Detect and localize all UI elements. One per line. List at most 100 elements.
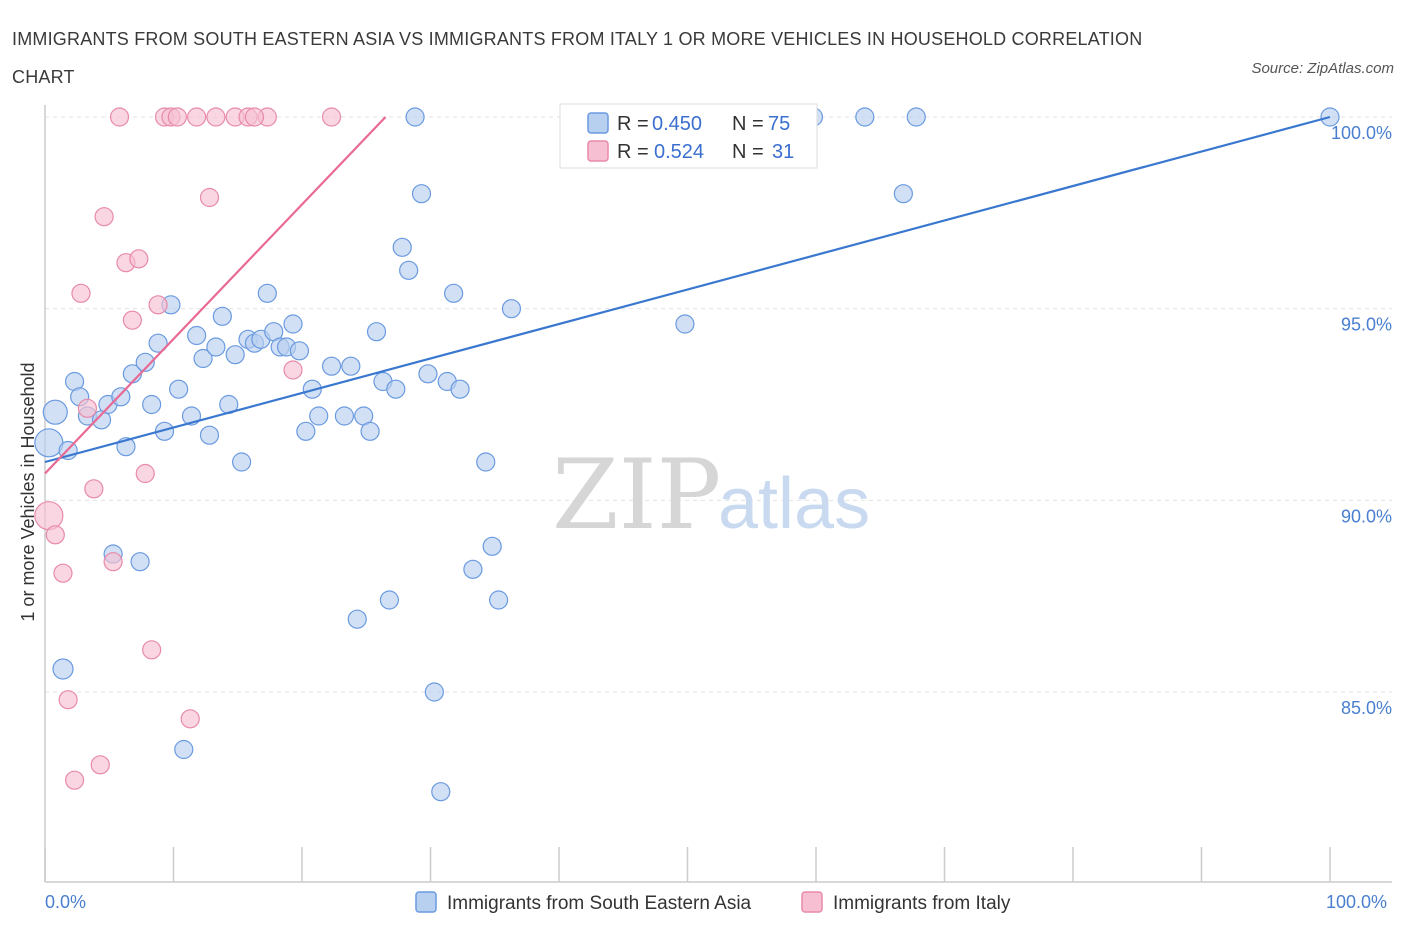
pink-point-3 (58, 690, 78, 710)
blue-point-28 (225, 345, 245, 365)
blue-point-0 (34, 428, 64, 458)
blue-point-63 (476, 452, 496, 472)
y-tick-label-1: 95.0% (1341, 315, 1392, 335)
y-tick-labels: 100.0% 95.0% 90.0% 85.0% (1331, 123, 1392, 718)
blue-point-58 (431, 782, 451, 802)
pink-point-11 (109, 107, 130, 127)
blue-point-52 (392, 237, 412, 257)
watermark-atlas: atlas (718, 464, 870, 544)
blue-point-47 (360, 421, 380, 441)
blue-point-1 (42, 399, 68, 425)
blue-point-56 (418, 364, 438, 384)
pink-point-6 (77, 398, 98, 418)
legend-r-label-blue: R = (617, 113, 649, 135)
chart-title: IMMIGRANTS FROM SOUTH EASTERN ASIA VS IM… (12, 29, 1143, 87)
legend-n-label-pink: N = (732, 141, 764, 163)
pink-point-21 (180, 709, 200, 729)
y-tick-label-0: 100.0% (1331, 123, 1392, 143)
pink-point-7 (84, 479, 104, 499)
pink-point-23 (199, 187, 220, 208)
blue-point-33 (257, 283, 277, 303)
legend-swatch-blue (587, 112, 609, 134)
blue-point-61 (450, 379, 470, 399)
blue-point-48 (366, 322, 387, 342)
pink-point-1 (45, 525, 65, 545)
pink-point-5 (71, 283, 91, 303)
series-legend-label-pink: Immigrants from Italy (833, 893, 1011, 914)
blue-point-26 (212, 306, 232, 326)
legend-n-label-blue: N = (732, 113, 764, 135)
blue-point-15 (142, 394, 162, 415)
blue-point-68 (675, 314, 695, 334)
blue-point-65 (489, 590, 509, 610)
blue-point-64 (482, 536, 502, 556)
legend-r-value-blue: 0.450 (652, 113, 702, 135)
x-tick-labels: 0.0% 100.0% (45, 892, 1387, 912)
legend-n-value-blue: 75 (768, 113, 790, 135)
blue-point-43 (334, 406, 355, 426)
blue-point-62 (463, 559, 483, 579)
pink-point-20 (167, 107, 187, 127)
blue-point-39 (296, 421, 316, 441)
blue-point-72 (906, 107, 926, 127)
pink-point-10 (103, 552, 123, 572)
series-legend: Immigrants from South Eastern Asia Immig… (415, 891, 1011, 914)
axes (44, 105, 1392, 883)
pink-point-0 (34, 501, 64, 531)
blue-point-42 (321, 356, 342, 376)
correlation-legend: R = 0.450 N = 75 R = 0.524 N = 31 (559, 103, 818, 169)
pink-trend-line (44, 116, 387, 475)
chart-source: Source: ZipAtlas.com (1251, 60, 1394, 77)
blue-point-25 (206, 337, 226, 357)
pink-point-24 (206, 107, 226, 127)
legend-n-value-pink: 31 (772, 141, 794, 163)
legend-r-label-pink: R = (617, 141, 649, 163)
blue-point-53 (399, 260, 419, 280)
blue-point-38 (289, 341, 310, 361)
blue-point-45 (347, 609, 367, 629)
blue-point-23 (193, 348, 213, 369)
pink-point-13 (122, 310, 142, 330)
x-tick-label-min: 0.0% (45, 892, 86, 912)
blue-point-54 (405, 107, 425, 127)
pink-point-16 (142, 640, 162, 660)
series-legend-swatch-blue (415, 891, 437, 913)
watermark-zip: ZIP (552, 439, 721, 551)
y-tick-label-3: 85.0% (1341, 698, 1392, 718)
blue-point-44 (341, 356, 361, 376)
blue-point-41 (309, 406, 329, 426)
pink-point-9 (94, 207, 114, 227)
blue-point-70 (855, 107, 875, 127)
pink-point-17 (148, 295, 168, 315)
series-legend-label-blue: Immigrants from South Eastern Asia (447, 893, 752, 914)
blue-point-20 (174, 739, 194, 760)
pink-point-4 (64, 770, 85, 790)
blue-point-60 (444, 283, 464, 303)
x-tick-label-max: 100.0% (1326, 892, 1387, 912)
pink-point-8 (90, 755, 110, 775)
blue-point-55 (411, 184, 432, 204)
legend-swatch-pink (587, 140, 609, 162)
blue-point-22 (187, 325, 207, 346)
blue-point-66 (501, 299, 522, 319)
blue-point-14 (135, 352, 155, 372)
y-tick-label-2: 90.0% (1341, 506, 1392, 526)
pink-point-29 (321, 107, 342, 127)
legend-r-value-pink: 0.524 (654, 141, 704, 163)
pink-point-15 (135, 463, 155, 484)
blue-point-16 (148, 333, 168, 353)
blue-point-37 (283, 314, 303, 334)
pink-point-2 (53, 563, 73, 583)
blue-point-57 (424, 682, 444, 702)
blue-point-50 (379, 590, 399, 610)
blue-point-51 (386, 379, 406, 399)
pink-point-28 (283, 360, 303, 380)
pink-point-22 (187, 107, 207, 127)
trend-lines (44, 115, 1331, 475)
y-axis-label: 1 or more Vehicles in Household (18, 362, 38, 621)
blue-point-29 (232, 452, 252, 472)
pink-point-14 (129, 249, 149, 269)
blue-point-3 (52, 658, 74, 680)
blue-point-24 (199, 425, 220, 445)
